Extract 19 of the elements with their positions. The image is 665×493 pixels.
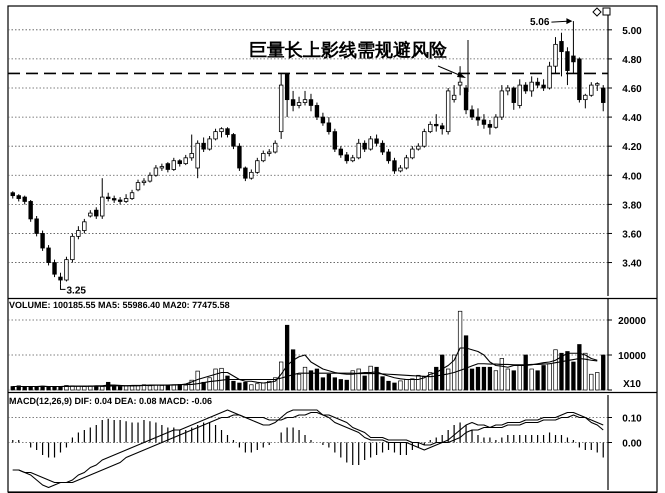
y-tick-label: 3.40: [622, 258, 642, 270]
y-tick-label: 10000: [618, 351, 646, 362]
y-tick-label: 4.80: [622, 54, 642, 66]
y-tick-label: 4.40: [622, 113, 642, 124]
y-tick-label: 3.60: [622, 229, 642, 240]
annotation: 3.25: [66, 285, 86, 296]
y-tick-label: 0.00: [622, 438, 642, 450]
y-tick-label: 20000: [618, 316, 646, 327]
y-tick-label: 4.60: [622, 84, 642, 95]
y-tick-label: 3.80: [622, 200, 642, 212]
y-tick-label: 0.10: [622, 414, 642, 424]
chart-title: VOLUME: 100185.55 MA5: 55986.40 MA20: 77475.58: [9, 300, 230, 310]
chart-title: MACD(12,26,9) DIF: 0.04 DEA: 0.08 MACD: -0.06: [9, 396, 212, 406]
y-tick-label: 4.00: [622, 171, 642, 182]
y-tick-label: 4.20: [622, 142, 642, 154]
annotation: 巨量长上影线需规避风险: [249, 40, 448, 60]
y-tick-label: X10: [623, 379, 642, 390]
y-tick-label: 5.00: [622, 26, 642, 37]
annotation: 5.06: [530, 17, 550, 28]
